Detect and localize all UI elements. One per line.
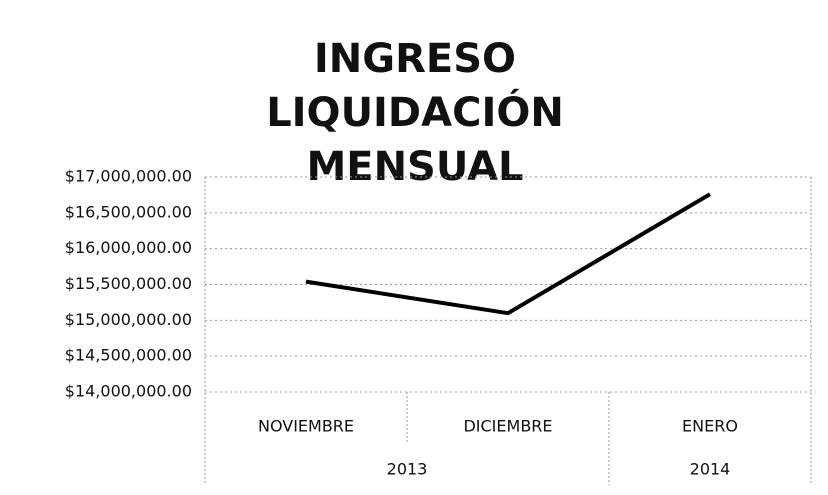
y-tick-label: $16,500,000.00	[65, 202, 192, 221]
y-tick-label: $17,000,000.00	[65, 167, 192, 186]
y-tick-label: $14,000,000.00	[65, 382, 192, 401]
data-line	[305, 192, 712, 316]
y-tick-label: $14,500,000.00	[65, 346, 192, 365]
group-label: 2013	[387, 460, 428, 479]
x-tick-label: NOVIEMBRE	[258, 417, 354, 436]
x-tick-label: ENERO	[682, 417, 738, 436]
y-tick-label: $15,000,000.00	[65, 310, 192, 329]
chart-title: INGRESO LIQUIDACIÓN MENSUAL	[266, 36, 564, 190]
y-tick-label: $16,000,000.00	[65, 238, 192, 257]
x-tick-label: DICIEMBRE	[463, 417, 552, 436]
y-tick-label: $15,500,000.00	[65, 274, 192, 293]
group-label: 2014	[690, 460, 731, 479]
